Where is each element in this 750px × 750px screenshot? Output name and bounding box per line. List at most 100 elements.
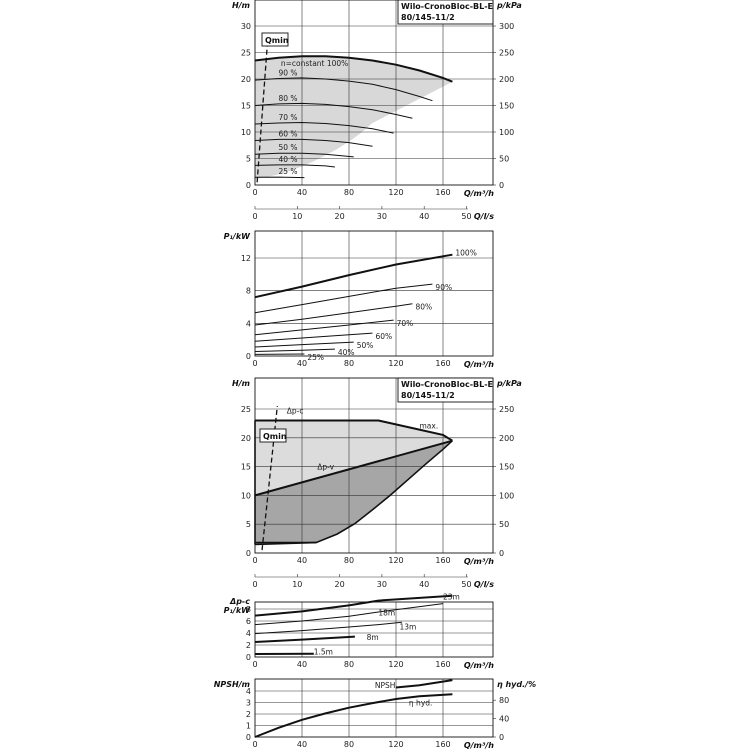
power-curve-label: 60% (376, 332, 393, 341)
x-tick-label: 120 (388, 660, 403, 669)
x-tick-label: 40 (297, 188, 307, 197)
x2-tick-label: 10 (292, 580, 302, 589)
x-tick-label: 120 (388, 188, 403, 197)
title-box (397, 377, 494, 403)
operating-range-area (255, 56, 453, 179)
y-right-tick-label: 40 (499, 715, 509, 724)
power-curve-80- (254, 303, 413, 326)
x2-tick-label: 50 (461, 212, 471, 221)
y-right-tick-label: 250 (499, 49, 514, 58)
y-tick-label: 20 (241, 434, 251, 443)
qmin-label-box (261, 32, 289, 47)
y-right-tick-label: 0 (499, 181, 504, 190)
y-tick-label: 2 (246, 710, 251, 719)
max-label: max. (420, 422, 439, 431)
x-axis-label: Q/m³/h (464, 741, 494, 750)
y-tick-label: 0 (246, 549, 251, 558)
x2-tick-label: 50 (461, 580, 471, 589)
power-curve-label: 50% (357, 341, 374, 350)
x2-tick-label: 40 (419, 580, 429, 589)
power-curve-label: 90% (435, 283, 452, 292)
y-tick-label: 10 (241, 128, 251, 137)
y-tick-label: 0 (246, 352, 251, 361)
dp-c-label: Δp-c (287, 407, 304, 416)
x-tick-label: 120 (388, 740, 403, 749)
dp-c-range-area (255, 420, 453, 496)
x2-axis-label: Q/l/s (474, 212, 494, 221)
curve-25- (254, 176, 305, 179)
qmin-label-2: Qmin (263, 432, 287, 441)
curve-60- (254, 138, 373, 147)
qmin-label: Qmin (265, 36, 289, 45)
power-curve-label: 100% (455, 249, 476, 258)
y-tick-label: 25 (241, 405, 251, 414)
x-axis-label: Q/m³/h (464, 661, 494, 670)
curve-label: 70 % (279, 113, 298, 122)
curve-label: 80 % (279, 94, 298, 103)
plot-frame (254, 230, 494, 357)
chart-title: 80/145-11/2 (401, 391, 455, 400)
y-tick-label: 30 (241, 22, 251, 31)
y-right-axis-label: p/kPa (496, 1, 522, 10)
power-curve-label: 40% (338, 348, 355, 357)
x-tick-label: 0 (252, 660, 257, 669)
x-tick-label: 40 (297, 359, 307, 368)
y-right-tick-label: 300 (499, 22, 514, 31)
y-tick-label: 15 (241, 463, 251, 472)
y-tick-label: 10 (241, 491, 251, 500)
x-tick-label: 80 (344, 188, 354, 197)
dp-c-power-curve-18m (254, 603, 444, 626)
y-axis-label: P₁/kW (224, 232, 252, 241)
y-tick-label: 15 (241, 102, 251, 111)
curve-90- (254, 77, 433, 102)
y-right-tick-label: 100 (499, 128, 514, 137)
y-tick-label: 8 (246, 605, 251, 614)
power-curve-label: 25% (307, 353, 324, 362)
npsh-label: NPSH (375, 681, 396, 690)
y-tick-label: 0 (246, 733, 251, 742)
curve-40- (254, 164, 335, 168)
y-tick-label: 0 (246, 181, 251, 190)
x-tick-label: 120 (388, 556, 403, 565)
y-tick-label: 4 (246, 687, 251, 696)
y-right-tick-label: 50 (499, 155, 509, 164)
x2-tick-label: 0 (252, 212, 257, 221)
power-curve-50- (254, 341, 354, 348)
x2-axis-label: Q/l/s (474, 580, 494, 589)
y-tick-label: 1 (246, 722, 251, 731)
chart-title: Wilo-CronoBloc-BL-E (401, 380, 493, 389)
power-curve-label: 80% (415, 303, 432, 312)
y-tick-label: 5 (246, 520, 251, 529)
x-tick-label: 40 (297, 556, 307, 565)
x-axis-label: Q/m³/h (464, 189, 494, 198)
efficiency-label: η hyd. (409, 698, 432, 707)
x2-tick-label: 0 (252, 580, 257, 589)
dp-c-power-curve-23m (254, 594, 453, 617)
x2-tick-label: 20 (335, 212, 345, 221)
curve-label: n=constant 100% (281, 59, 348, 68)
x-axis-label: Q/m³/h (464, 360, 494, 369)
y-right-tick-label: 0 (499, 549, 504, 558)
dp-c-max-curve (255, 419, 453, 442)
curve-label: 60 % (279, 129, 298, 138)
min-speed-boundary (255, 440, 453, 544)
power-curve-40- (254, 348, 335, 352)
y-axis-label: H/m (232, 1, 250, 10)
y-tick-label: 4 (246, 629, 251, 638)
y-tick-label: 5 (246, 155, 251, 164)
title-box (397, 0, 494, 25)
chart-title: 80/145-11/2 (401, 13, 455, 22)
x2-tick-label: 20 (335, 580, 345, 589)
npsh-curve (395, 679, 453, 689)
curve-label: 50 % (279, 143, 298, 152)
dp-c-power-label: 8m (367, 633, 379, 642)
dp-c-power-label: 18m (378, 609, 395, 618)
x-tick-label: 160 (435, 660, 450, 669)
power-chart-1: 0 40 80 120 160 0 4 8 12 P₁/kW Q/m³/h (224, 230, 494, 369)
curve-50- (254, 152, 354, 158)
y-axis-label: NPSH/m (214, 680, 250, 689)
y-tick-label: 3 (246, 699, 251, 708)
